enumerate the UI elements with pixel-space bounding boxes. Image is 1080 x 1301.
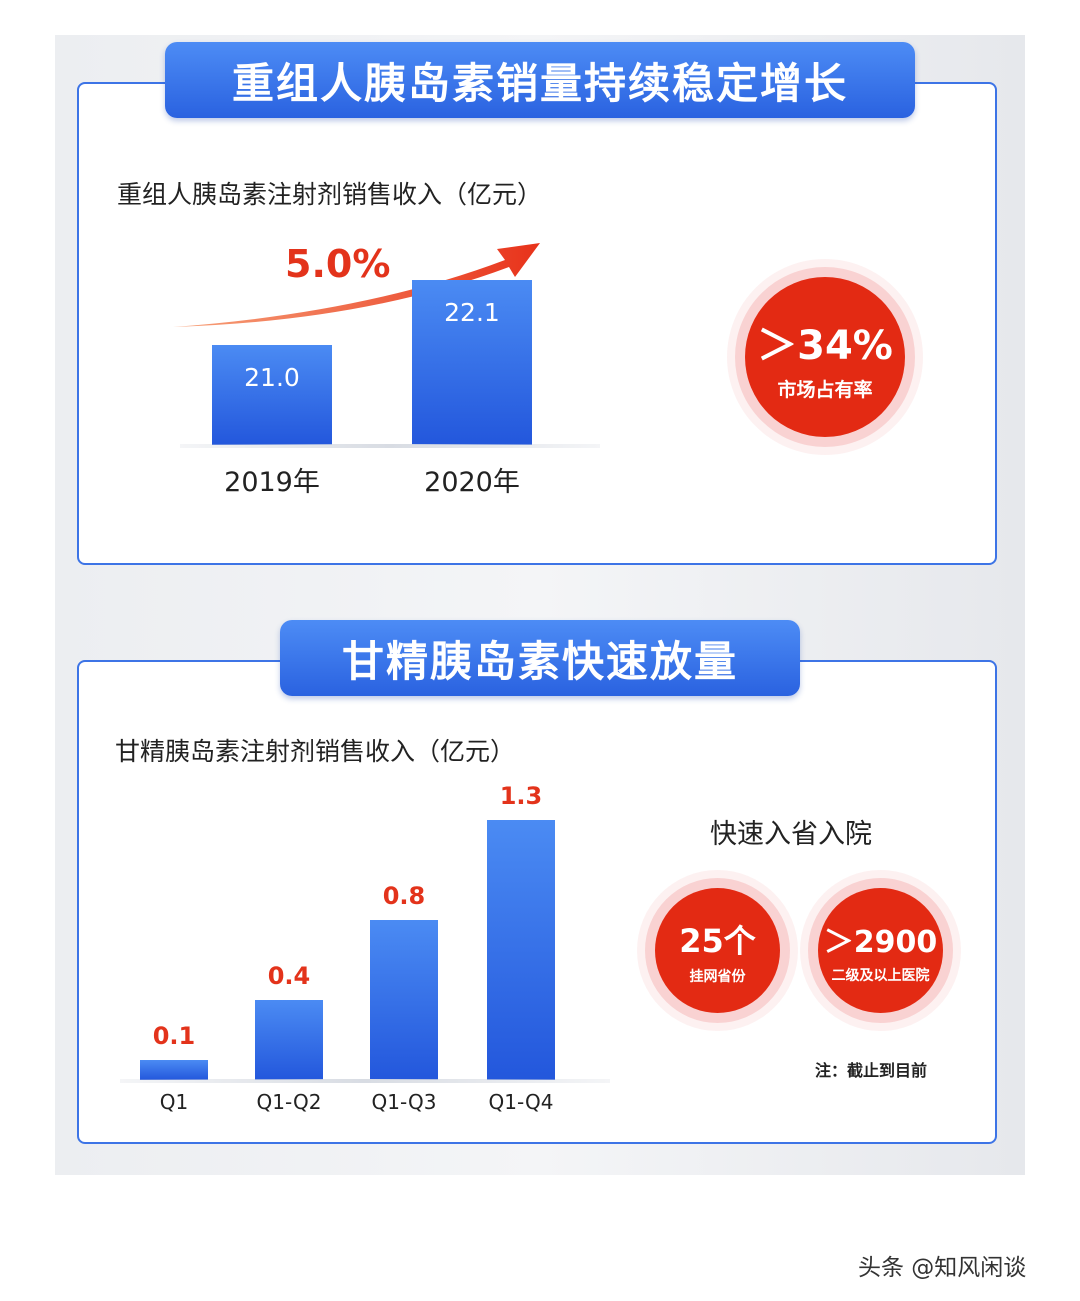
chart2-value-label: 0.4 [267, 962, 311, 990]
watermark: 头条 @知风闲谈 [858, 1255, 1027, 1281]
chart1-subtitle: 重组人胰岛素注射剂销售收入（亿元） [117, 180, 543, 209]
chart2-value-label: 1.3 [499, 782, 543, 810]
hospitals-badge: ＞2900 二级及以上医院 [818, 888, 943, 1013]
chart2-value-label: 0.8 [382, 882, 426, 910]
chart2-baseline [120, 1079, 610, 1083]
section2-heading: 快速入省入院 [710, 819, 872, 850]
provinces-value: 25个 [679, 921, 756, 960]
chart1-category-label: 2019年 [224, 467, 320, 498]
banner-title-2: 甘精胰岛素快速放量 [280, 620, 800, 696]
chart2-value-label: 0.1 [152, 1022, 196, 1050]
chart2-subtitle: 甘精胰岛素注射剂销售收入（亿元） [115, 737, 516, 766]
chart2-bar [255, 1000, 323, 1080]
hospitals-value: ＞2900 [823, 924, 938, 960]
chart1-baseline [180, 444, 600, 448]
banner-title-1: 重组人胰岛素销量持续稳定增长 [165, 42, 915, 118]
chart2-category-label: Q1-Q3 [371, 1090, 437, 1114]
chart1-bar [412, 279, 532, 445]
chart1-bar [212, 344, 332, 445]
chart2-category-label: Q1-Q4 [488, 1090, 554, 1114]
chart2-bar [140, 1060, 208, 1080]
footnote: 注：截止到目前 [815, 1061, 928, 1080]
growth-rate-label: 5.0% [285, 242, 391, 286]
chart2-category-label: Q1-Q2 [256, 1090, 322, 1114]
chart1-value-label: 22.1 [444, 297, 500, 327]
chart1-category-label: 2020年 [424, 467, 520, 498]
chart2-category-label: Q1 [159, 1090, 189, 1114]
provinces-badge: 25个 挂网省份 [655, 888, 780, 1013]
hospitals-label: 二级及以上医院 [831, 967, 930, 984]
chart2-bar [487, 820, 555, 1080]
chart2-bar [370, 920, 438, 1080]
market-share-badge: ＞34% 市场占有率 [745, 277, 905, 437]
provinces-label: 挂网省份 [689, 968, 746, 985]
market-share-label: 市场占有率 [777, 378, 873, 401]
chart1-value-label: 21.0 [244, 362, 300, 392]
growth-arrow-icon [173, 243, 540, 327]
market-share-value: ＞34% [757, 322, 893, 369]
